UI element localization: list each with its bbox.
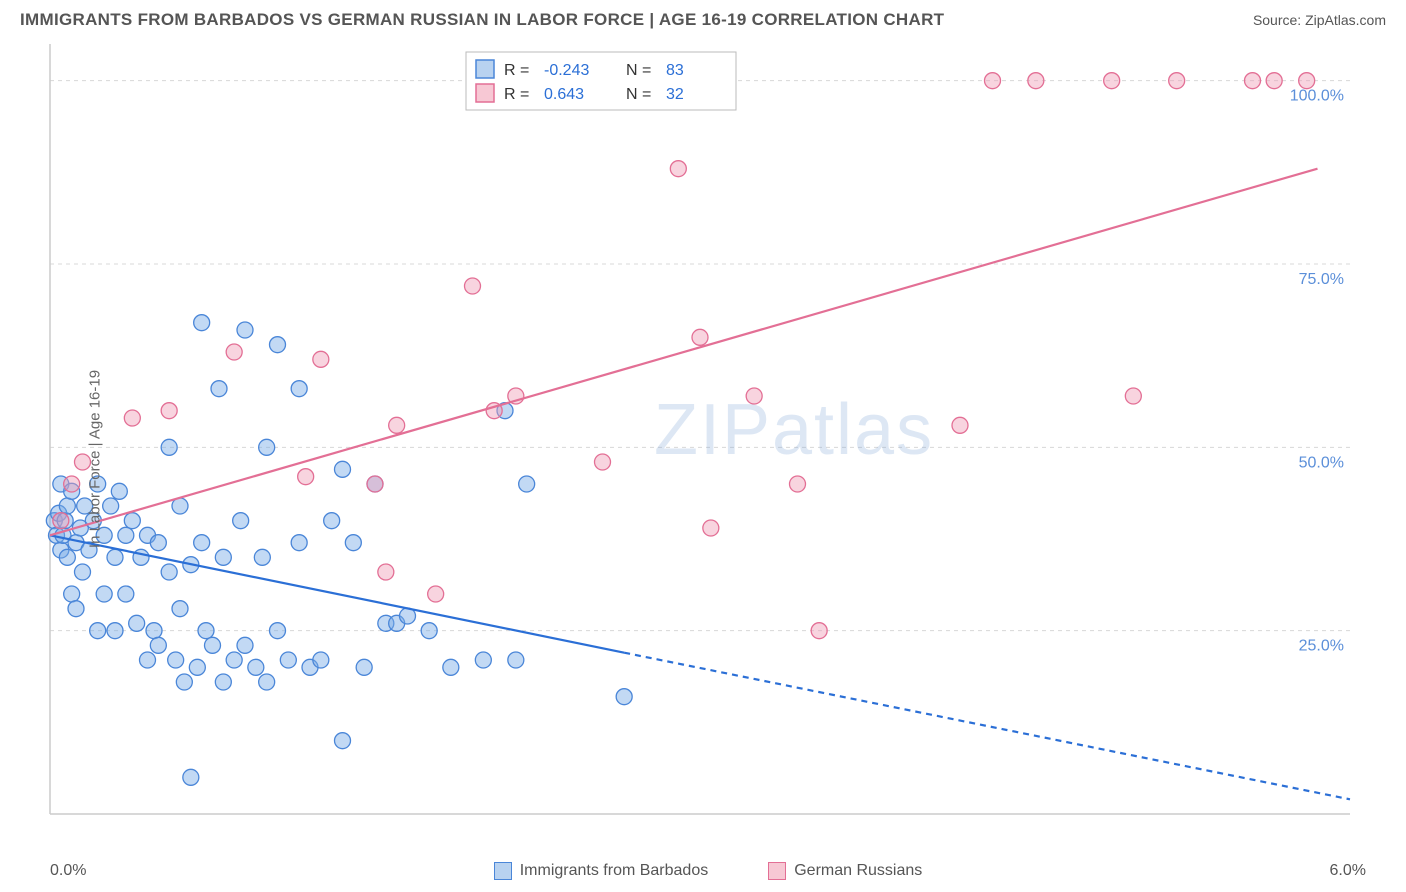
scatter-plot-svg: 25.0% 50.0% 75.0% 100.0% R = -0.243 N = 83 R = 0.… bbox=[0, 34, 1406, 844]
svg-text:-0.243: -0.243 bbox=[544, 62, 589, 79]
svg-text:25.0%: 25.0% bbox=[1299, 638, 1344, 655]
svg-text:N =: N = bbox=[626, 86, 651, 103]
legend-item-series-b: German Russians bbox=[768, 862, 922, 880]
svg-text:R =: R = bbox=[504, 62, 529, 79]
x-tick-max: 6.0% bbox=[1330, 862, 1366, 880]
chart-area: In Labor Force | Age 16-19 25.0% 50.0% 75.… bbox=[0, 34, 1406, 884]
svg-text:0.643: 0.643 bbox=[544, 86, 584, 103]
chart-title: IMMIGRANTS FROM BARBADOS VS GERMAN RUSSI… bbox=[20, 10, 944, 30]
y-axis-label: In Labor Force | Age 16-19 bbox=[87, 370, 104, 548]
legend-swatch-b bbox=[768, 862, 786, 880]
svg-text:50.0%: 50.0% bbox=[1299, 454, 1344, 471]
svg-text:32: 32 bbox=[666, 86, 684, 103]
x-tick-min: 0.0% bbox=[50, 862, 86, 880]
chart-header: IMMIGRANTS FROM BARBADOS VS GERMAN RUSSI… bbox=[0, 0, 1406, 34]
legend-label-b: German Russians bbox=[794, 862, 922, 880]
legend-swatch-a bbox=[494, 862, 512, 880]
svg-text:N =: N = bbox=[626, 62, 651, 79]
svg-text:100.0%: 100.0% bbox=[1290, 88, 1344, 105]
legend-item-series-a: Immigrants from Barbados bbox=[494, 862, 709, 880]
svg-text:R =: R = bbox=[504, 86, 529, 103]
source-label: Source: ZipAtlas.com bbox=[1253, 12, 1386, 28]
svg-text:75.0%: 75.0% bbox=[1299, 271, 1344, 288]
bottom-legend: 0.0% Immigrants from Barbados German Rus… bbox=[0, 862, 1406, 880]
legend-label-a: Immigrants from Barbados bbox=[520, 862, 709, 880]
svg-text:83: 83 bbox=[666, 62, 684, 79]
